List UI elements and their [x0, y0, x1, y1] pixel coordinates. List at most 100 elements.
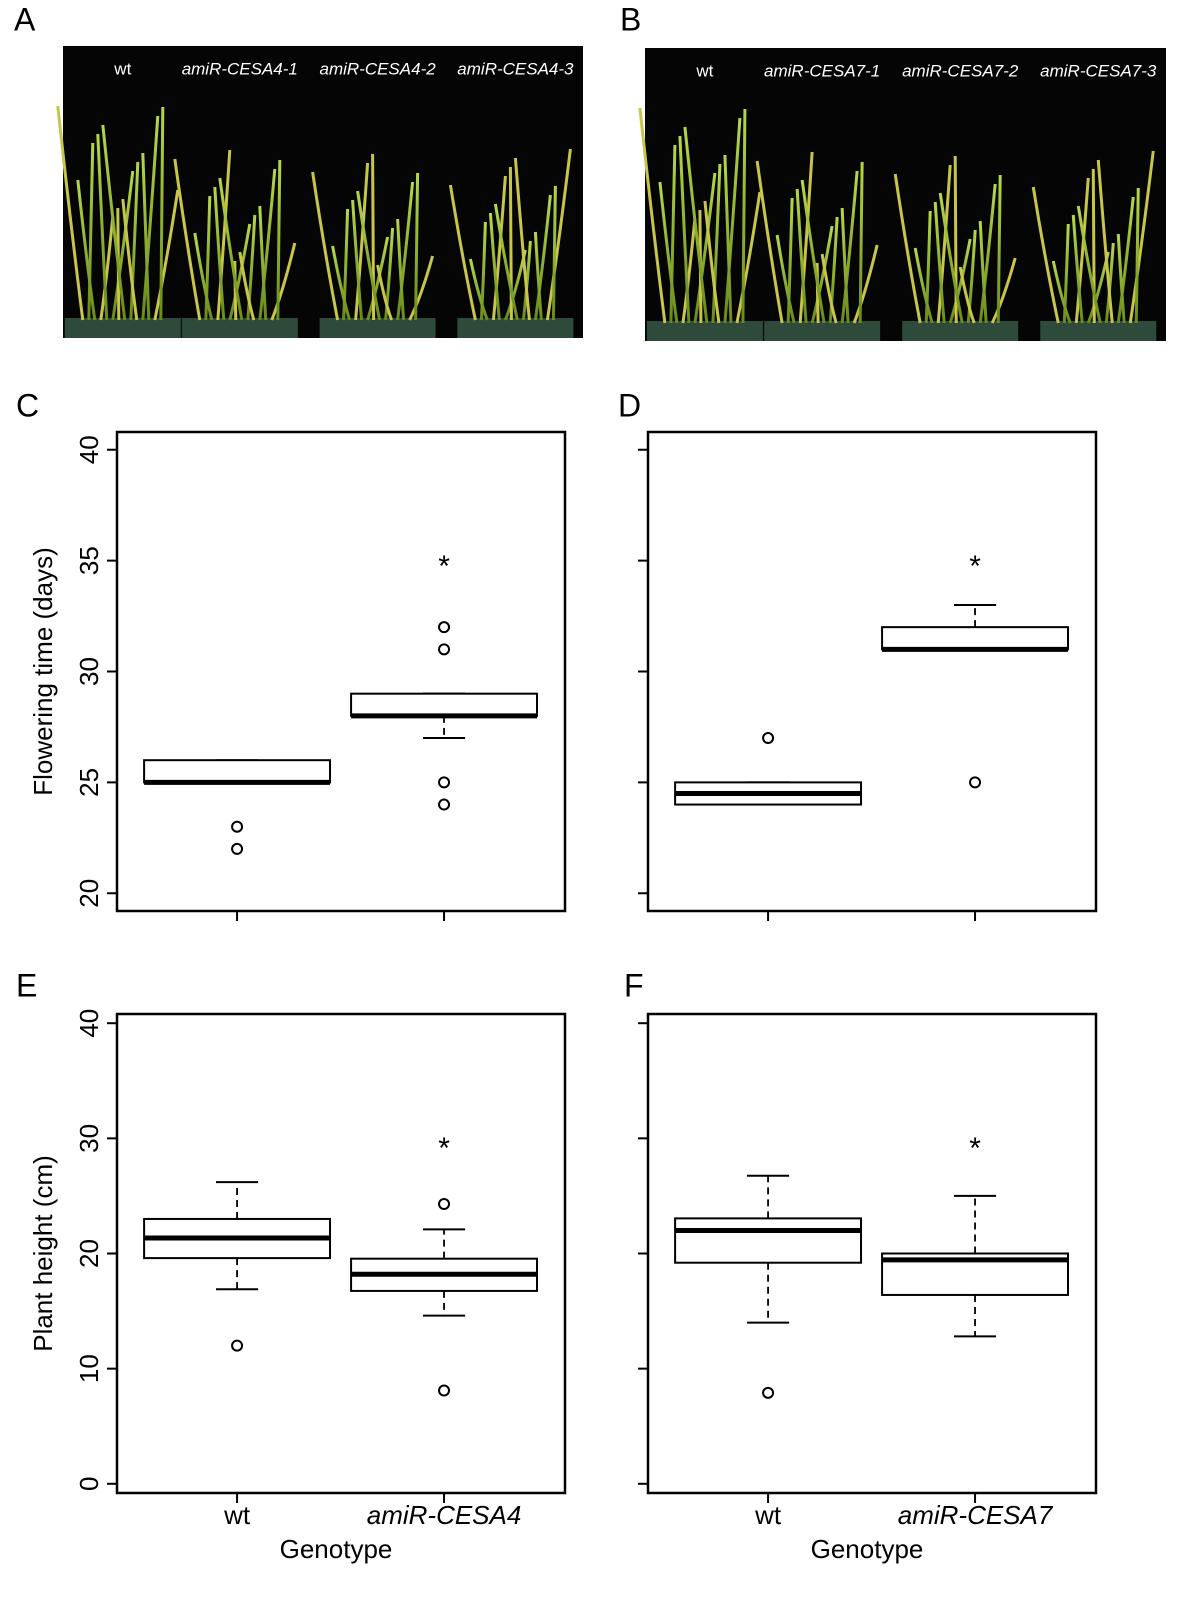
photo-label: wt: [695, 61, 713, 80]
leaf: [246, 214, 257, 321]
leaf: [101, 124, 127, 321]
leaf: [996, 174, 1002, 324]
leaf: [798, 151, 814, 324]
leaf: [958, 266, 976, 324]
pot: [646, 321, 763, 341]
box: [143, 759, 332, 784]
leaf: [658, 181, 679, 324]
y-axis-title: Plant height (cm): [28, 1155, 58, 1352]
leaf: [493, 203, 519, 321]
leaf: [354, 162, 370, 321]
leaf: [479, 221, 487, 321]
leaf: [76, 179, 97, 321]
leaf: [87, 142, 95, 321]
leaf: [936, 164, 952, 324]
y-tick-label: 20: [74, 1239, 104, 1268]
x-axis-title: Genotype: [811, 1534, 924, 1564]
pot: [1040, 321, 1157, 341]
leaf: [311, 171, 340, 321]
leaf: [1076, 205, 1102, 324]
panel-letter: E: [16, 967, 37, 1003]
leaf: [356, 190, 382, 321]
leaf: [938, 192, 964, 324]
leaf: [228, 223, 252, 321]
pot: [764, 321, 881, 341]
leaf: [533, 231, 543, 321]
significance-star: *: [438, 550, 450, 583]
leaf: [978, 183, 997, 324]
plot-frame: [115, 430, 567, 913]
panel-letter: D: [618, 387, 641, 423]
y-tick-label: 40: [74, 435, 104, 464]
outlier: [762, 1386, 775, 1399]
leaf: [468, 258, 489, 321]
leaf: [800, 179, 826, 324]
leaf: [508, 166, 513, 321]
leaf: [711, 163, 722, 324]
y-tick-label: 10: [74, 1354, 104, 1383]
significance-star: *: [969, 1132, 981, 1165]
leaf: [376, 264, 394, 321]
y-tick-label: 30: [74, 1124, 104, 1153]
panel-letter: A: [14, 1, 36, 37]
leaf: [513, 157, 531, 321]
plants: [638, 107, 1157, 341]
leaf: [488, 212, 501, 321]
leaf: [1062, 223, 1070, 324]
leaf: [893, 173, 922, 324]
leaf: [815, 262, 820, 324]
plot-frame: [646, 430, 1098, 913]
leaf: [96, 133, 109, 321]
leaf: [408, 255, 435, 321]
leaf: [810, 225, 834, 324]
leaf: [396, 181, 415, 321]
leaf: [755, 160, 784, 324]
leaf: [204, 195, 212, 321]
leaf: [913, 247, 934, 324]
leaf: [978, 220, 988, 324]
leaf: [966, 229, 977, 324]
photo-label: amiR-CESA7-1: [764, 61, 880, 80]
photo-label: wt: [113, 59, 131, 78]
pot: [64, 318, 181, 338]
pot: [457, 318, 574, 338]
leaf: [173, 158, 202, 321]
leaf: [238, 251, 256, 321]
x-tick-label: amiR-CESA4: [367, 1500, 522, 1530]
leaf: [342, 208, 350, 321]
leaf: [366, 236, 390, 321]
leaf: [545, 148, 572, 321]
leaf: [371, 153, 376, 321]
leaf: [948, 238, 972, 324]
leaf: [111, 170, 135, 321]
outlier: [438, 776, 451, 789]
y-tick-label: 35: [74, 546, 104, 575]
outlier: [438, 1384, 451, 1397]
leaf: [820, 253, 838, 324]
photo-label: amiR-CESA7-3: [1040, 61, 1157, 80]
pot: [181, 318, 298, 338]
leaf: [1116, 196, 1135, 324]
outlier: [438, 798, 451, 811]
leaf: [216, 149, 232, 321]
leaf: [683, 126, 709, 324]
significance-star: *: [438, 1132, 450, 1165]
outlier: [969, 776, 982, 789]
x-axis-title: Genotype: [280, 1534, 393, 1564]
leaf: [270, 242, 297, 321]
significance-star: *: [969, 550, 981, 583]
outlier: [231, 820, 244, 833]
x-tick-label: amiR-CESA7: [898, 1500, 1054, 1530]
photo-label: amiR-CESA4-3: [457, 59, 574, 78]
box: [350, 692, 538, 717]
leaf: [384, 227, 395, 321]
leaf: [258, 205, 268, 321]
leaf: [99, 216, 115, 321]
leaf: [1128, 150, 1155, 324]
outlier: [438, 1197, 451, 1210]
y-tick-label: 0: [74, 1477, 104, 1491]
leaf: [723, 154, 733, 324]
panel-letter: F: [624, 967, 644, 1003]
leaf: [56, 105, 85, 321]
panel-letter: B: [620, 1, 641, 37]
